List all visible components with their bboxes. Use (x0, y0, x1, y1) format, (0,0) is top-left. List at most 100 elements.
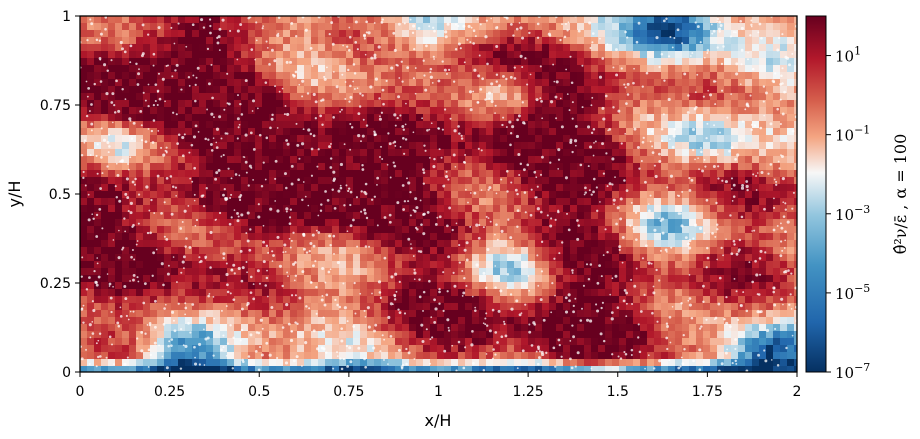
heatmap-cell (136, 58, 144, 66)
heatmap-cell (577, 212, 585, 220)
heatmap-cell (416, 254, 424, 262)
heatmap-cell (269, 37, 277, 45)
heatmap-cell (381, 317, 389, 325)
heatmap-cell (199, 30, 207, 38)
heatmap-cell (598, 254, 606, 262)
heatmap-cell (444, 261, 452, 269)
heatmap-cell (136, 142, 144, 150)
heatmap-cell (87, 114, 95, 122)
heatmap-cell (325, 289, 333, 297)
heatmap-cell (689, 23, 697, 31)
heatmap-cell (339, 177, 347, 185)
heatmap-cell (766, 16, 774, 24)
heatmap-cell (108, 114, 116, 122)
heatmap-cell (717, 191, 725, 199)
heatmap-cell (486, 303, 494, 311)
heatmap-cell (745, 303, 753, 311)
heatmap-cell (269, 226, 277, 234)
heatmap-cell (598, 135, 606, 143)
heatmap-cell (661, 275, 669, 283)
heatmap-cell (122, 247, 130, 255)
heatmap-cell (787, 282, 795, 290)
heatmap-cell (115, 247, 123, 255)
heatmap-cell (773, 303, 781, 311)
heatmap-cell (101, 156, 109, 164)
heatmap-cell (717, 317, 725, 325)
heatmap-cell (444, 282, 452, 290)
heatmap-cell (444, 296, 452, 304)
heatmap-cell (766, 156, 774, 164)
heatmap-cell (136, 100, 144, 108)
heatmap-cell (745, 128, 753, 136)
heatmap-cell (731, 149, 739, 157)
heatmap-cell (283, 37, 291, 45)
heatmap-cell (766, 226, 774, 234)
heatmap-cell (661, 86, 669, 94)
heatmap-cell (234, 275, 242, 283)
heatmap-cell (584, 23, 592, 31)
heatmap-cell (234, 72, 242, 80)
heatmap-cell (458, 65, 466, 73)
heatmap-cell (640, 79, 648, 87)
heatmap-cell (360, 114, 368, 122)
heatmap-cell (192, 247, 200, 255)
heatmap-cell (234, 345, 242, 353)
heatmap-cell (605, 191, 613, 199)
heatmap-cell (122, 240, 130, 248)
heatmap-cell (472, 205, 480, 213)
heatmap-cell (500, 198, 508, 206)
heatmap-cell (528, 16, 536, 24)
heatmap-cell (94, 261, 102, 269)
heatmap-cell (668, 240, 676, 248)
heatmap-cell (584, 37, 592, 45)
heatmap-cell (689, 58, 697, 66)
heatmap-cell (171, 170, 179, 178)
heatmap-cell (381, 177, 389, 185)
heatmap-cell (129, 324, 137, 332)
heatmap-cell (584, 163, 592, 171)
heatmap-cell (220, 65, 228, 73)
heatmap-cell (416, 142, 424, 150)
heatmap-cell (612, 100, 620, 108)
heatmap-cell (542, 79, 550, 87)
heatmap-cell (542, 23, 550, 31)
heatmap-cell (570, 100, 578, 108)
heatmap-cell (745, 23, 753, 31)
heatmap-cell (101, 93, 109, 101)
heatmap-cell (199, 219, 207, 227)
heatmap-cell (402, 205, 410, 213)
heatmap-cell (94, 240, 102, 248)
heatmap-cell (129, 303, 137, 311)
heatmap-cell (395, 303, 403, 311)
heatmap-cell (556, 240, 564, 248)
heatmap-cell (227, 16, 235, 24)
heatmap-cell (248, 177, 256, 185)
heatmap-cell (395, 233, 403, 241)
heatmap-cell (381, 331, 389, 339)
heatmap-cell (213, 198, 221, 206)
heatmap-cell (332, 156, 340, 164)
heatmap-cell (402, 254, 410, 262)
heatmap-cell (465, 135, 473, 143)
heatmap-cell (199, 114, 207, 122)
heatmap-cell (661, 23, 669, 31)
heatmap-cell (430, 254, 438, 262)
heatmap-cell (416, 303, 424, 311)
heatmap-cell (157, 100, 165, 108)
heatmap-cell (311, 219, 319, 227)
heatmap-cell (787, 205, 795, 213)
heatmap-cell (290, 86, 298, 94)
heatmap-cell (346, 149, 354, 157)
heatmap-cell (346, 310, 354, 318)
heatmap-cell (577, 345, 585, 353)
heatmap-cell (115, 317, 123, 325)
heatmap-cell (717, 240, 725, 248)
heatmap-cell (500, 296, 508, 304)
heatmap-cell (220, 219, 228, 227)
heatmap-cell (311, 247, 319, 255)
heatmap-cell (381, 37, 389, 45)
heatmap-cell (493, 184, 501, 192)
heatmap-cell (115, 142, 123, 150)
heatmap-cell (752, 170, 760, 178)
heatmap-cell (353, 16, 361, 24)
